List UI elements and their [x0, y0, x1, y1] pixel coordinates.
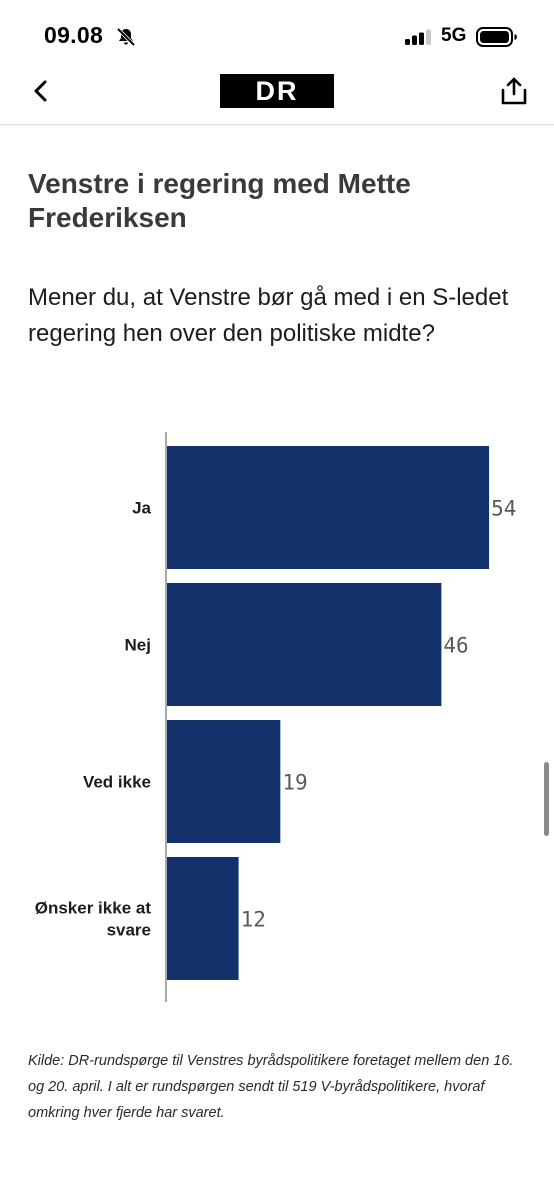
chart-title: Venstre i regering med Mette Frederiksen: [28, 168, 411, 233]
dr-logo: DR: [220, 74, 334, 108]
source-note: Kilde: DR-rundspørge til Venstres byråds…: [28, 1053, 514, 1121]
battery-icon: [476, 27, 517, 47]
bar-chart: 54 Ja 46 Nej 19 Ved ikke 12 Ønsker ikke at svare: [35, 432, 516, 1002]
back-chevron-icon[interactable]: [28, 78, 54, 104]
category-label-3: Ønsker ikke at svare: [35, 899, 152, 940]
status-time: 09.08: [44, 22, 104, 48]
value-label-3: 12: [241, 908, 266, 932]
network-type: 5G: [441, 25, 467, 46]
scrollbar[interactable]: [544, 762, 549, 836]
status-bar: 09.08 5G: [0, 0, 554, 72]
category-label-line: Ja: [132, 499, 151, 518]
bar-0: [167, 446, 490, 569]
chart-subtitle: Mener du, at Venstre bør gå med i en S-l…: [28, 284, 509, 347]
value-label-0: 54: [491, 497, 516, 521]
category-label-line: Ønsker ikke at: [35, 899, 152, 918]
category-label-2: Ved ikke: [83, 773, 151, 792]
dr-logo-text: DR: [255, 75, 299, 106]
app-header: DR: [0, 72, 554, 125]
bar-2: [167, 720, 281, 843]
value-label-2: 19: [282, 771, 307, 795]
bell-muted-icon: [116, 27, 136, 47]
bar-1: [167, 583, 442, 706]
category-label-line: Nej: [125, 636, 151, 655]
category-label-line: svare: [107, 921, 151, 940]
category-label-0: Ja: [132, 499, 151, 518]
category-label-line: Ved ikke: [83, 773, 151, 792]
category-label-1: Nej: [125, 636, 151, 655]
share-icon[interactable]: [500, 76, 528, 106]
value-label-1: 46: [443, 634, 468, 658]
bar-3: [167, 857, 239, 980]
signal-icon: [405, 29, 431, 45]
